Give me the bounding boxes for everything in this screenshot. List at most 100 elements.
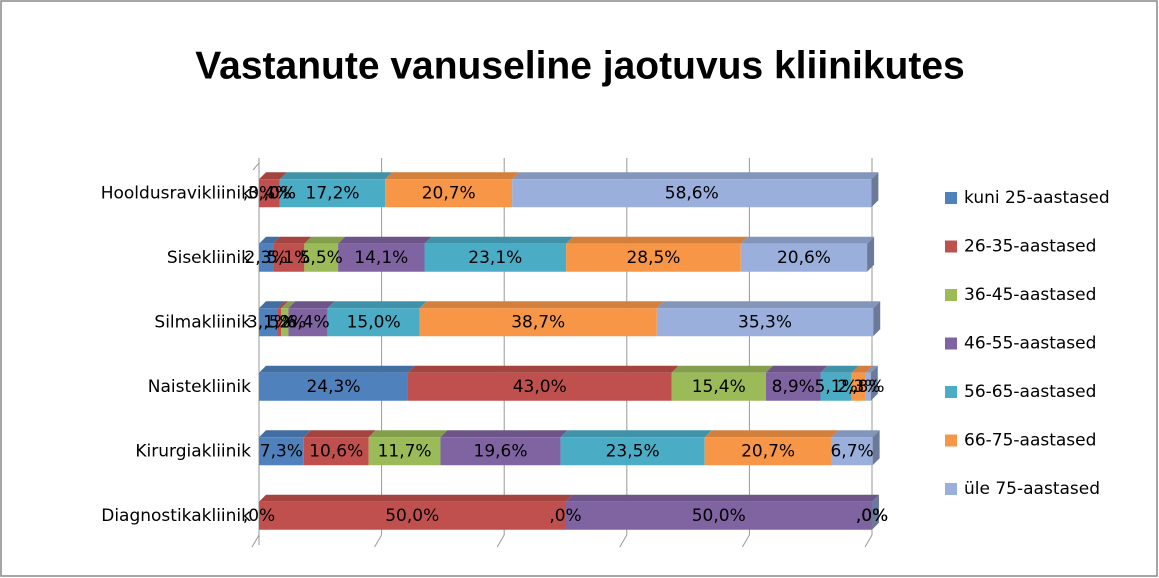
bar-top (288, 301, 335, 309)
bar-top (424, 236, 574, 244)
data-label: 20,6% (777, 248, 831, 268)
bar-top (704, 430, 839, 438)
data-label: 8,9% (772, 377, 815, 397)
bar (259, 501, 566, 530)
data-label: 20,7% (422, 183, 476, 203)
bar-top (740, 236, 875, 244)
bar (259, 372, 408, 401)
legend-swatch (945, 192, 957, 204)
bar-top (304, 236, 346, 244)
y-tick-label: Naistekliinik (148, 377, 251, 397)
bar (259, 179, 280, 208)
bar-top (831, 430, 880, 438)
legend-label: 56-65-aastased (964, 382, 1096, 402)
data-label: 17,2% (306, 183, 360, 203)
bar (704, 437, 832, 466)
bar (419, 308, 657, 337)
legend-label: üle 75-aastased (964, 479, 1100, 499)
bar-top (327, 301, 427, 309)
bar (304, 243, 339, 272)
legend-swatch (945, 386, 957, 398)
bar (440, 437, 561, 466)
legend-swatch (945, 483, 957, 495)
bar-side (870, 365, 878, 401)
bar (368, 437, 441, 466)
data-label: 5,1% (815, 377, 858, 397)
grid-line (741, 534, 750, 548)
bar (259, 243, 274, 272)
bar (656, 308, 874, 337)
bar-top (279, 172, 393, 180)
grid-line (251, 534, 260, 548)
legend-swatch (945, 240, 957, 253)
bar (327, 308, 420, 337)
grid-line (619, 534, 628, 548)
bar-top (259, 494, 573, 502)
bar-top (865, 365, 878, 373)
legend-swatch (945, 289, 957, 301)
grid-line (864, 534, 873, 548)
bar-top (512, 172, 879, 180)
data-label: 50,0% (692, 506, 746, 526)
bar (820, 372, 852, 401)
legend-swatch (945, 337, 957, 350)
data-label: ,0% (243, 506, 275, 526)
bar-top (259, 430, 311, 438)
data-label: 35,3% (738, 312, 792, 332)
data-label: 38,7% (511, 312, 565, 332)
bar (385, 179, 513, 208)
legend-label: 46-55-aastased (964, 334, 1096, 354)
bar-top (440, 430, 568, 438)
bar-top (278, 301, 289, 309)
data-label: ,0% (264, 183, 296, 203)
data-label: 14,1% (354, 248, 408, 268)
bar-top (281, 301, 296, 309)
data-label: 1,2% (263, 312, 306, 332)
data-label: 3,1% (247, 312, 290, 332)
grid-line (374, 534, 383, 548)
data-label: 3,4% (248, 183, 291, 203)
bar-top (656, 301, 881, 309)
data-label: ,0% (856, 506, 888, 526)
bar-top (765, 365, 828, 373)
bar-side (872, 430, 880, 466)
data-label: 50,0% (385, 506, 439, 526)
bar (740, 243, 868, 272)
bar-top (671, 365, 773, 373)
bar-top (259, 365, 415, 373)
bar (273, 243, 305, 272)
legend-label: 66-75-aastased (964, 431, 1096, 451)
data-label: 2,3% (244, 248, 287, 268)
chart-title: Vastanute vanuseline jaotuvus kliinikute… (195, 44, 964, 87)
data-label: 24,3% (306, 377, 360, 397)
bar (831, 437, 873, 466)
data-label: 11,7% (378, 441, 432, 461)
bar (259, 437, 304, 466)
data-label: 58,6% (665, 183, 719, 203)
bar (865, 372, 871, 401)
data-label: 43,0% (513, 377, 567, 397)
data-label: 2,3% (837, 377, 880, 397)
data-label: 6,4% (286, 312, 329, 332)
bar-top (368, 430, 448, 438)
y-tick-label: Kirurgiakliinik (135, 441, 251, 461)
bar (566, 243, 741, 272)
bar (288, 308, 328, 337)
bar (259, 308, 279, 337)
bar (671, 372, 766, 401)
bar-top (820, 365, 859, 373)
legend-label: 36-45-aastased (964, 285, 1096, 305)
bar-top (259, 172, 287, 180)
bar (338, 243, 425, 272)
bar (281, 308, 289, 337)
bar-top (565, 494, 879, 502)
bar-top (560, 430, 712, 438)
bar-side (871, 172, 879, 208)
y-tick-label: Sisekliinik (167, 248, 251, 268)
grid-line (496, 534, 505, 548)
data-label: 19,6% (474, 441, 528, 461)
bar (279, 179, 386, 208)
bar-side (873, 301, 881, 337)
data-label: 28,5% (626, 248, 680, 268)
